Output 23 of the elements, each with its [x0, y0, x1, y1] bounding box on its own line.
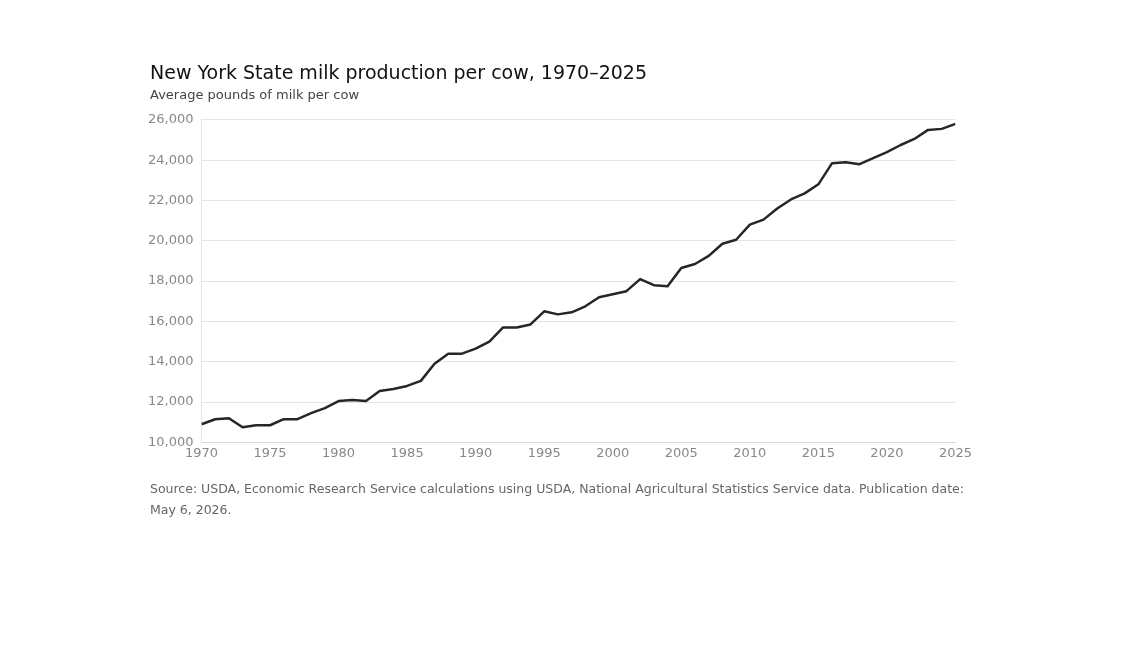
y-tick-label: 10,000: [147, 433, 194, 449]
x-tick-label: 1995: [527, 444, 561, 460]
source-note: Source: USDA, Economic Research Service calculations using USDA, National Agricultural Statistics Service data. Publication date: May 6, 2026.: [150, 480, 965, 519]
y-tick-label: 26,000: [147, 111, 194, 127]
x-tick-label: 1975: [253, 444, 287, 460]
x-tick-label: 2000: [596, 444, 630, 460]
y-tick-label: 22,000: [147, 191, 194, 207]
x-tick-label: 2005: [664, 444, 698, 460]
y-tick-label: 14,000: [147, 353, 194, 369]
x-tick-label: 2020: [870, 444, 904, 460]
y-tick-label: 16,000: [147, 312, 194, 328]
x-tick-label: 2015: [801, 444, 835, 460]
chart-subtitle: Average pounds of milk per cow: [150, 86, 361, 104]
y-tick-label: 20,000: [147, 232, 194, 248]
y-tick-label: 24,000: [147, 151, 194, 167]
x-tick-label: 1985: [390, 444, 424, 460]
x-tick-label: 2010: [733, 444, 767, 460]
x-tick-label: 1990: [459, 444, 493, 460]
x-tick-label: 2025: [938, 444, 972, 460]
x-tick-label: 1980: [322, 444, 356, 460]
y-tick-label: 12,000: [147, 393, 194, 409]
y-tick-label: 18,000: [147, 272, 194, 288]
chart-title: New York State milk production per cow, 1970–2025: [150, 60, 649, 85]
